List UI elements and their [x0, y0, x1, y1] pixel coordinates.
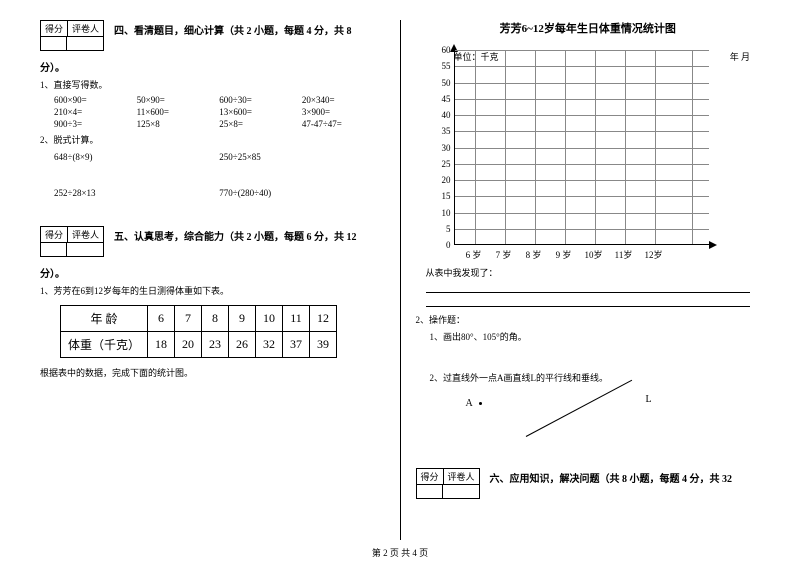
section4-title-cont: 分）。: [40, 57, 385, 74]
table-head: 8: [202, 306, 229, 332]
calc-item: 25×8=: [219, 119, 302, 129]
x-tick-label: 11岁: [615, 248, 633, 261]
weight-chart: 051015202530354045505560 6 岁7 岁8 岁9 岁10岁…: [426, 50, 726, 260]
task2-head: 2、操作题：: [416, 313, 761, 326]
calc-item: 600×90=: [54, 95, 137, 105]
table-head: 6: [148, 306, 175, 332]
score-label: 得分: [417, 469, 444, 484]
calc-item: 648÷(8×9): [54, 152, 219, 162]
page-footer: 第 2 页 共 4 页: [0, 546, 800, 559]
score-box-s6: 得分 评卷人: [416, 468, 480, 499]
y-tick-label: 5: [431, 224, 451, 234]
x-tick-label: 8 岁: [526, 248, 542, 261]
point-a-label: A: [466, 398, 482, 409]
s4-sub1: 1、直接写得数。: [40, 78, 385, 91]
discover-label: 从表中我发现了：: [426, 266, 761, 279]
section5-title-cont: 分）。: [40, 263, 385, 280]
grader-label: 评卷人: [444, 469, 479, 484]
calc-item: 13×600=: [219, 107, 302, 117]
section4-title: 四、看清题目，细心计算（共 2 小题，每题 4 分，共 8: [104, 20, 384, 37]
section6-title: 六、应用知识，解决问题（共 8 小题，每题 4 分，共 32: [480, 468, 760, 485]
table-head: 12: [310, 306, 337, 332]
y-tick-label: 30: [431, 143, 451, 153]
line-l: [525, 380, 631, 437]
table-cell: 37: [283, 332, 310, 358]
calc-item: 50×90=: [137, 95, 220, 105]
s5-note: 根据表中的数据，完成下面的统计图。: [40, 366, 385, 379]
table-cell: 20: [175, 332, 202, 358]
y-tick-label: 20: [431, 175, 451, 185]
table-head: 10: [256, 306, 283, 332]
y-tick-label: 10: [431, 208, 451, 218]
chart-date: 年 月: [730, 50, 750, 63]
table-head: 11: [283, 306, 310, 332]
x-tick-label: 9 岁: [556, 248, 572, 261]
x-tick-label: 7 岁: [496, 248, 512, 261]
line-l-label: L: [646, 394, 652, 405]
table-cell: 23: [202, 332, 229, 358]
chart-title: 芳芳6~12岁每年生日体重情况统计图: [416, 20, 761, 36]
x-tick-label: 10岁: [584, 248, 602, 261]
y-tick-label: 55: [431, 61, 451, 71]
s5-sub1: 1、芳芳在6到12岁每年的生日测得体重如下表。: [40, 284, 385, 297]
table-head: 9: [229, 306, 256, 332]
calc-item: 250÷25×85: [219, 152, 384, 162]
table-head: 年 龄: [61, 306, 148, 332]
answer-line[interactable]: [426, 295, 751, 307]
y-tick-label: 45: [431, 94, 451, 104]
x-tick-label: 12岁: [644, 248, 662, 261]
table-cell: 39: [310, 332, 337, 358]
geometry-area: A L: [446, 388, 761, 448]
y-tick-label: 0: [431, 240, 451, 250]
calc-item: 252÷28×13: [54, 188, 219, 198]
weight-table: 年 龄 6 7 8 9 10 11 12 体重（千克） 18 20 23 26 …: [60, 305, 337, 358]
y-tick-label: 50: [431, 78, 451, 88]
grader-label: 评卷人: [68, 21, 103, 36]
grader-label: 评卷人: [68, 227, 103, 242]
calc-item: 600÷30=: [219, 95, 302, 105]
s4-sub2: 2、脱式计算。: [40, 133, 385, 146]
calc-row2-1: 648÷(8×9) 250÷25×85: [54, 152, 385, 162]
calc-item: 125×8: [137, 119, 220, 129]
calc-grid-1: 600×90= 50×90= 600÷30= 20×340= 210×4= 11…: [54, 95, 385, 129]
calc-item: 3×900=: [302, 107, 385, 117]
y-tick-label: 35: [431, 126, 451, 136]
table-cell: 体重（千克）: [61, 332, 148, 358]
table-cell: 32: [256, 332, 283, 358]
table-head: 7: [175, 306, 202, 332]
x-tick-label: 6 岁: [466, 248, 482, 261]
x-axis-arrow-icon: [709, 241, 717, 249]
calc-item: 47-47÷47=: [302, 119, 385, 129]
calc-item: 11×600=: [137, 107, 220, 117]
calc-item: 20×340=: [302, 95, 385, 105]
score-label: 得分: [41, 227, 68, 242]
chart-wrap: 单位：千克 年 月 051015202530354045505560 6 岁7 …: [426, 50, 761, 260]
score-box-s5: 得分 评卷人: [40, 226, 104, 257]
task2-s1: 1、画出80°、105°的角。: [430, 330, 761, 343]
table-cell: 26: [229, 332, 256, 358]
y-tick-label: 15: [431, 191, 451, 201]
answer-line[interactable]: [426, 281, 751, 293]
y-tick-label: 25: [431, 159, 451, 169]
table-cell: 18: [148, 332, 175, 358]
score-box-s4: 得分 评卷人: [40, 20, 104, 51]
calc-item: 210×4=: [54, 107, 137, 117]
calc-item: 900÷3=: [54, 119, 137, 129]
y-tick-label: 40: [431, 110, 451, 120]
section5-title: 五、认真思考，综合能力（共 2 小题，每题 6 分，共 12: [104, 226, 384, 243]
point-a-dot-icon: [479, 402, 482, 405]
y-tick-label: 60: [431, 45, 451, 55]
score-label: 得分: [41, 21, 68, 36]
calc-row2-2: 252÷28×13 770÷(280÷40): [54, 188, 385, 198]
task2-s2: 2、过直线外一点A画直线L的平行线和垂线。: [430, 371, 761, 384]
calc-item: 770÷(280÷40): [219, 188, 384, 198]
